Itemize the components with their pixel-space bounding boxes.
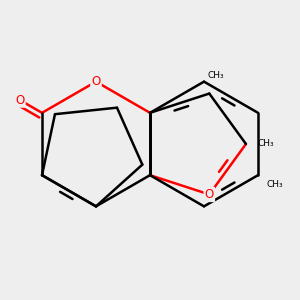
- Text: CH₃: CH₃: [267, 180, 283, 189]
- Text: CH₃: CH₃: [207, 70, 224, 80]
- Text: O: O: [92, 75, 100, 88]
- Text: CH₃: CH₃: [257, 140, 274, 148]
- Text: O: O: [15, 94, 25, 106]
- Text: O: O: [205, 188, 214, 201]
